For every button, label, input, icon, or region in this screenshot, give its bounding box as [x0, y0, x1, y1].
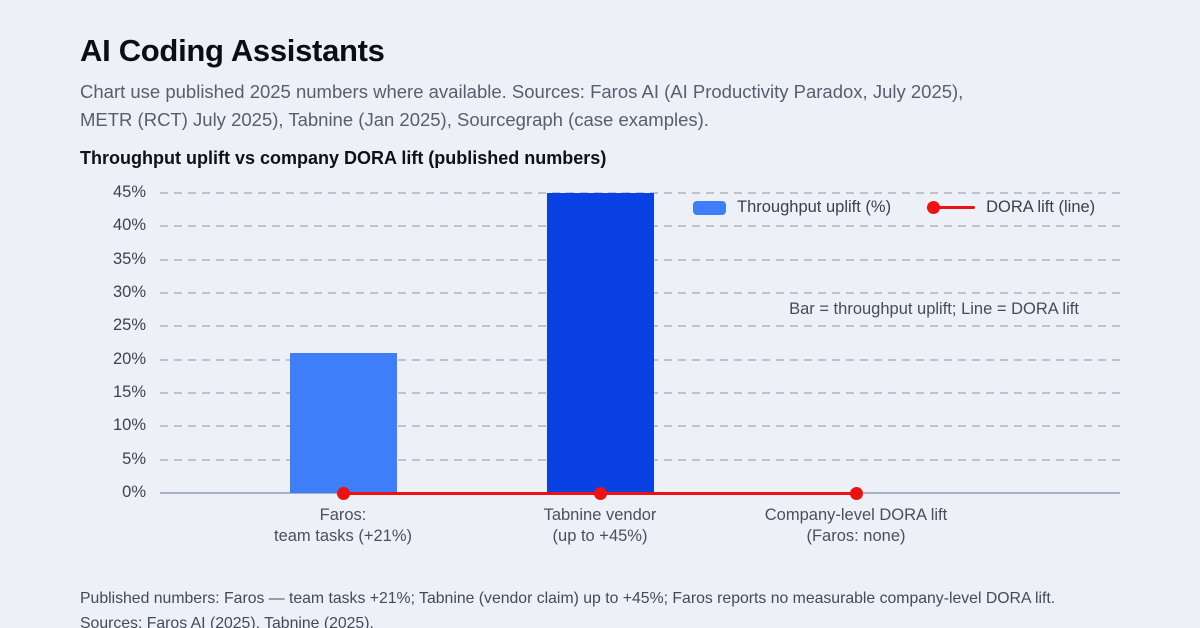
- dora-line-icon: [927, 201, 976, 214]
- y-axis-tick-label: 30%: [112, 283, 146, 301]
- x-axis-category-label-1: Tabnine vendor (up to +45%): [543, 506, 657, 545]
- legend-bar-label: Throughput uplift (%): [737, 198, 892, 216]
- dora-lift-point-1: [593, 486, 607, 500]
- plot-area: Throughput uplift (%) DORA lift (line) B…: [113, 183, 1120, 545]
- dora-dot-icon: [927, 201, 941, 214]
- y-axis-tick-label: 35%: [112, 249, 146, 268]
- legend-item-throughput: Throughput uplift (%): [693, 198, 891, 217]
- y-axis-tick-label: 45%: [112, 183, 146, 201]
- page-title: AI Coding Assistants: [80, 32, 385, 68]
- bar-category-1: [546, 193, 654, 493]
- chart-annotation: Bar = throughput uplift; Line = DORA lif…: [789, 300, 1079, 318]
- chart-title: Throughput uplift vs company DORA lift (…: [80, 147, 607, 168]
- y-axis-tick-label: 0%: [122, 483, 146, 501]
- y-axis-tick-label: 10%: [112, 416, 146, 435]
- page-subtitle: Chart use published 2025 numbers where a…: [80, 80, 964, 131]
- x-axis-category-label-2: Company-level DORA lift (Faros: none): [764, 506, 948, 545]
- y-axis-tick-label: 20%: [112, 349, 146, 368]
- dora-lift-point-0: [336, 486, 350, 500]
- y-axis-tick-label: 15%: [112, 383, 146, 401]
- y-axis-tick-label: 5%: [122, 449, 146, 468]
- y-axis-tick-label: 25%: [112, 316, 146, 335]
- x-axis-category-label-0: Faros: team tasks (+21%): [273, 506, 412, 545]
- chart-legend: Throughput uplift (%) DORA lift (line): [693, 198, 1095, 217]
- bar-swatch-icon: [693, 200, 726, 215]
- legend-item-dora: DORA lift (line): [927, 198, 1096, 217]
- bar-category-0: [289, 353, 397, 493]
- legend-line-label: DORA lift (line): [986, 198, 1096, 216]
- y-axis-tick-label: 40%: [112, 216, 146, 235]
- footer-note: Published numbers: Faros — team tasks +2…: [80, 589, 1056, 628]
- dora-lift-point-2: [849, 486, 863, 500]
